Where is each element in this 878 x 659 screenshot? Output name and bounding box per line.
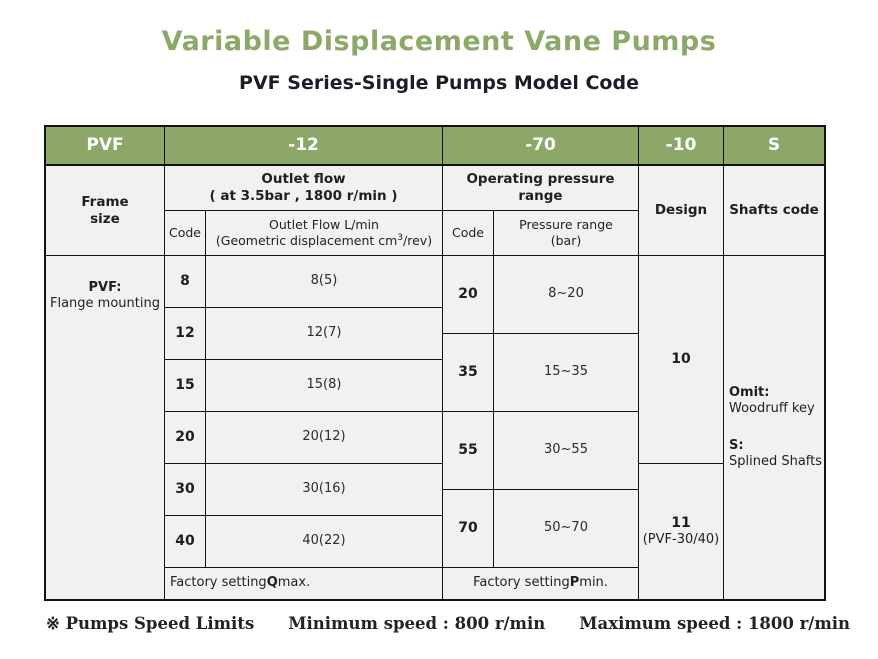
design-header: Design <box>639 166 724 256</box>
outlet-flow-header-line1: Outlet flow <box>261 171 346 188</box>
factory-p-bold: P <box>569 575 580 591</box>
pressure-range-70: 50~70 <box>494 490 639 568</box>
operating-pressure-header: Operating pressure range <box>443 166 639 211</box>
pressure-code-label: Code <box>443 211 494 256</box>
flow-value-40: 40(22) <box>206 516 443 568</box>
flow-subheader-line1: Outlet Flow L/min <box>269 217 379 233</box>
pressure-code-20: 20 <box>443 256 494 334</box>
factory-setting-pressure: Factory setting P min. <box>443 568 639 599</box>
pressure-range-35: 15~35 <box>494 334 639 412</box>
model-code-table: PVF -12 -70 -10 S Frame size Outlet flow… <box>44 125 826 601</box>
model-code-design: -10 <box>639 127 724 166</box>
frame-size-cell: PVF: Flange mounting <box>46 256 165 599</box>
flow-code-12: 12 <box>165 308 206 360</box>
flow-code-label: Code <box>165 211 206 256</box>
flow-subheader-line2: (Geometric displacement cm3/rev) <box>215 232 433 248</box>
flow-subheader: Outlet Flow L/min (Geometric displacemen… <box>206 211 443 256</box>
pressure-code-35: 35 <box>443 334 494 412</box>
shafts-code-header: Shafts code <box>724 166 824 256</box>
flow-code-8: 8 <box>165 256 206 308</box>
frame-size-text: Flange mounting <box>50 296 160 312</box>
flow-code-20: 20 <box>165 412 206 464</box>
shafts-s-text: Splined Shafts <box>729 453 823 469</box>
flow-code-15: 15 <box>165 360 206 412</box>
flow-value-30: 30(16) <box>206 464 443 516</box>
flow-value-15: 15(8) <box>206 360 443 412</box>
model-code-shafts: S <box>724 127 824 166</box>
minimum-speed: Minimum speed : 800 r/min <box>288 614 546 633</box>
factory-setting-flow: Factory setting Q max. <box>165 568 443 599</box>
flow-value-8: 8(5) <box>206 256 443 308</box>
shafts-omit-bold: Omit: <box>729 385 770 400</box>
flow-code-30: 30 <box>165 464 206 516</box>
design-11-code: 11 <box>671 514 691 531</box>
shafts-s-bold: S: <box>729 437 744 453</box>
pressure-code-55: 55 <box>443 412 494 490</box>
shafts-omit-text: Woodruff key <box>729 401 815 417</box>
pressure-range-55: 30~55 <box>494 412 639 490</box>
design-10-cell: 10 <box>639 256 724 464</box>
design-11-note: (PVF-30/40) <box>642 532 720 548</box>
frame-size-header: Frame size <box>46 166 165 256</box>
speed-limits-label: ※ Pumps Speed Limits <box>46 614 255 633</box>
flow-value-20: 20(12) <box>206 412 443 464</box>
page-title: Variable Displacement Vane Pumps <box>161 26 717 57</box>
page-subtitle: PVF Series-Single Pumps Model Code <box>239 72 639 94</box>
speed-limits-note: ※ Pumps Speed Limits Minimum speed : 800… <box>46 614 878 633</box>
design-11-cell: 11 (PVF-30/40) <box>639 464 724 599</box>
model-code-pressure: -70 <box>443 127 639 166</box>
frame-size-bold: PVF: <box>88 280 122 295</box>
outlet-flow-header-line2: ( at 3.5bar , 1800 r/min ) <box>209 188 398 204</box>
superscript-3: 3 <box>397 232 404 243</box>
pressure-code-70: 70 <box>443 490 494 568</box>
model-code-frame: PVF <box>46 127 165 166</box>
outlet-flow-header: Outlet flow ( at 3.5bar , 1800 r/min ) <box>165 166 443 211</box>
factory-q-bold: Q <box>266 575 278 591</box>
shafts-code-cell: Omit: Woodruff key S: Splined Shafts <box>724 256 824 599</box>
pressure-range-20: 8~20 <box>494 256 639 334</box>
model-code-flow: -12 <box>165 127 443 166</box>
flow-code-40: 40 <box>165 516 206 568</box>
pressure-subheader: Pressure range (bar) <box>494 211 639 256</box>
maximum-speed: Maximum speed : 1800 r/min <box>579 614 851 633</box>
flow-value-12: 12(7) <box>206 308 443 360</box>
